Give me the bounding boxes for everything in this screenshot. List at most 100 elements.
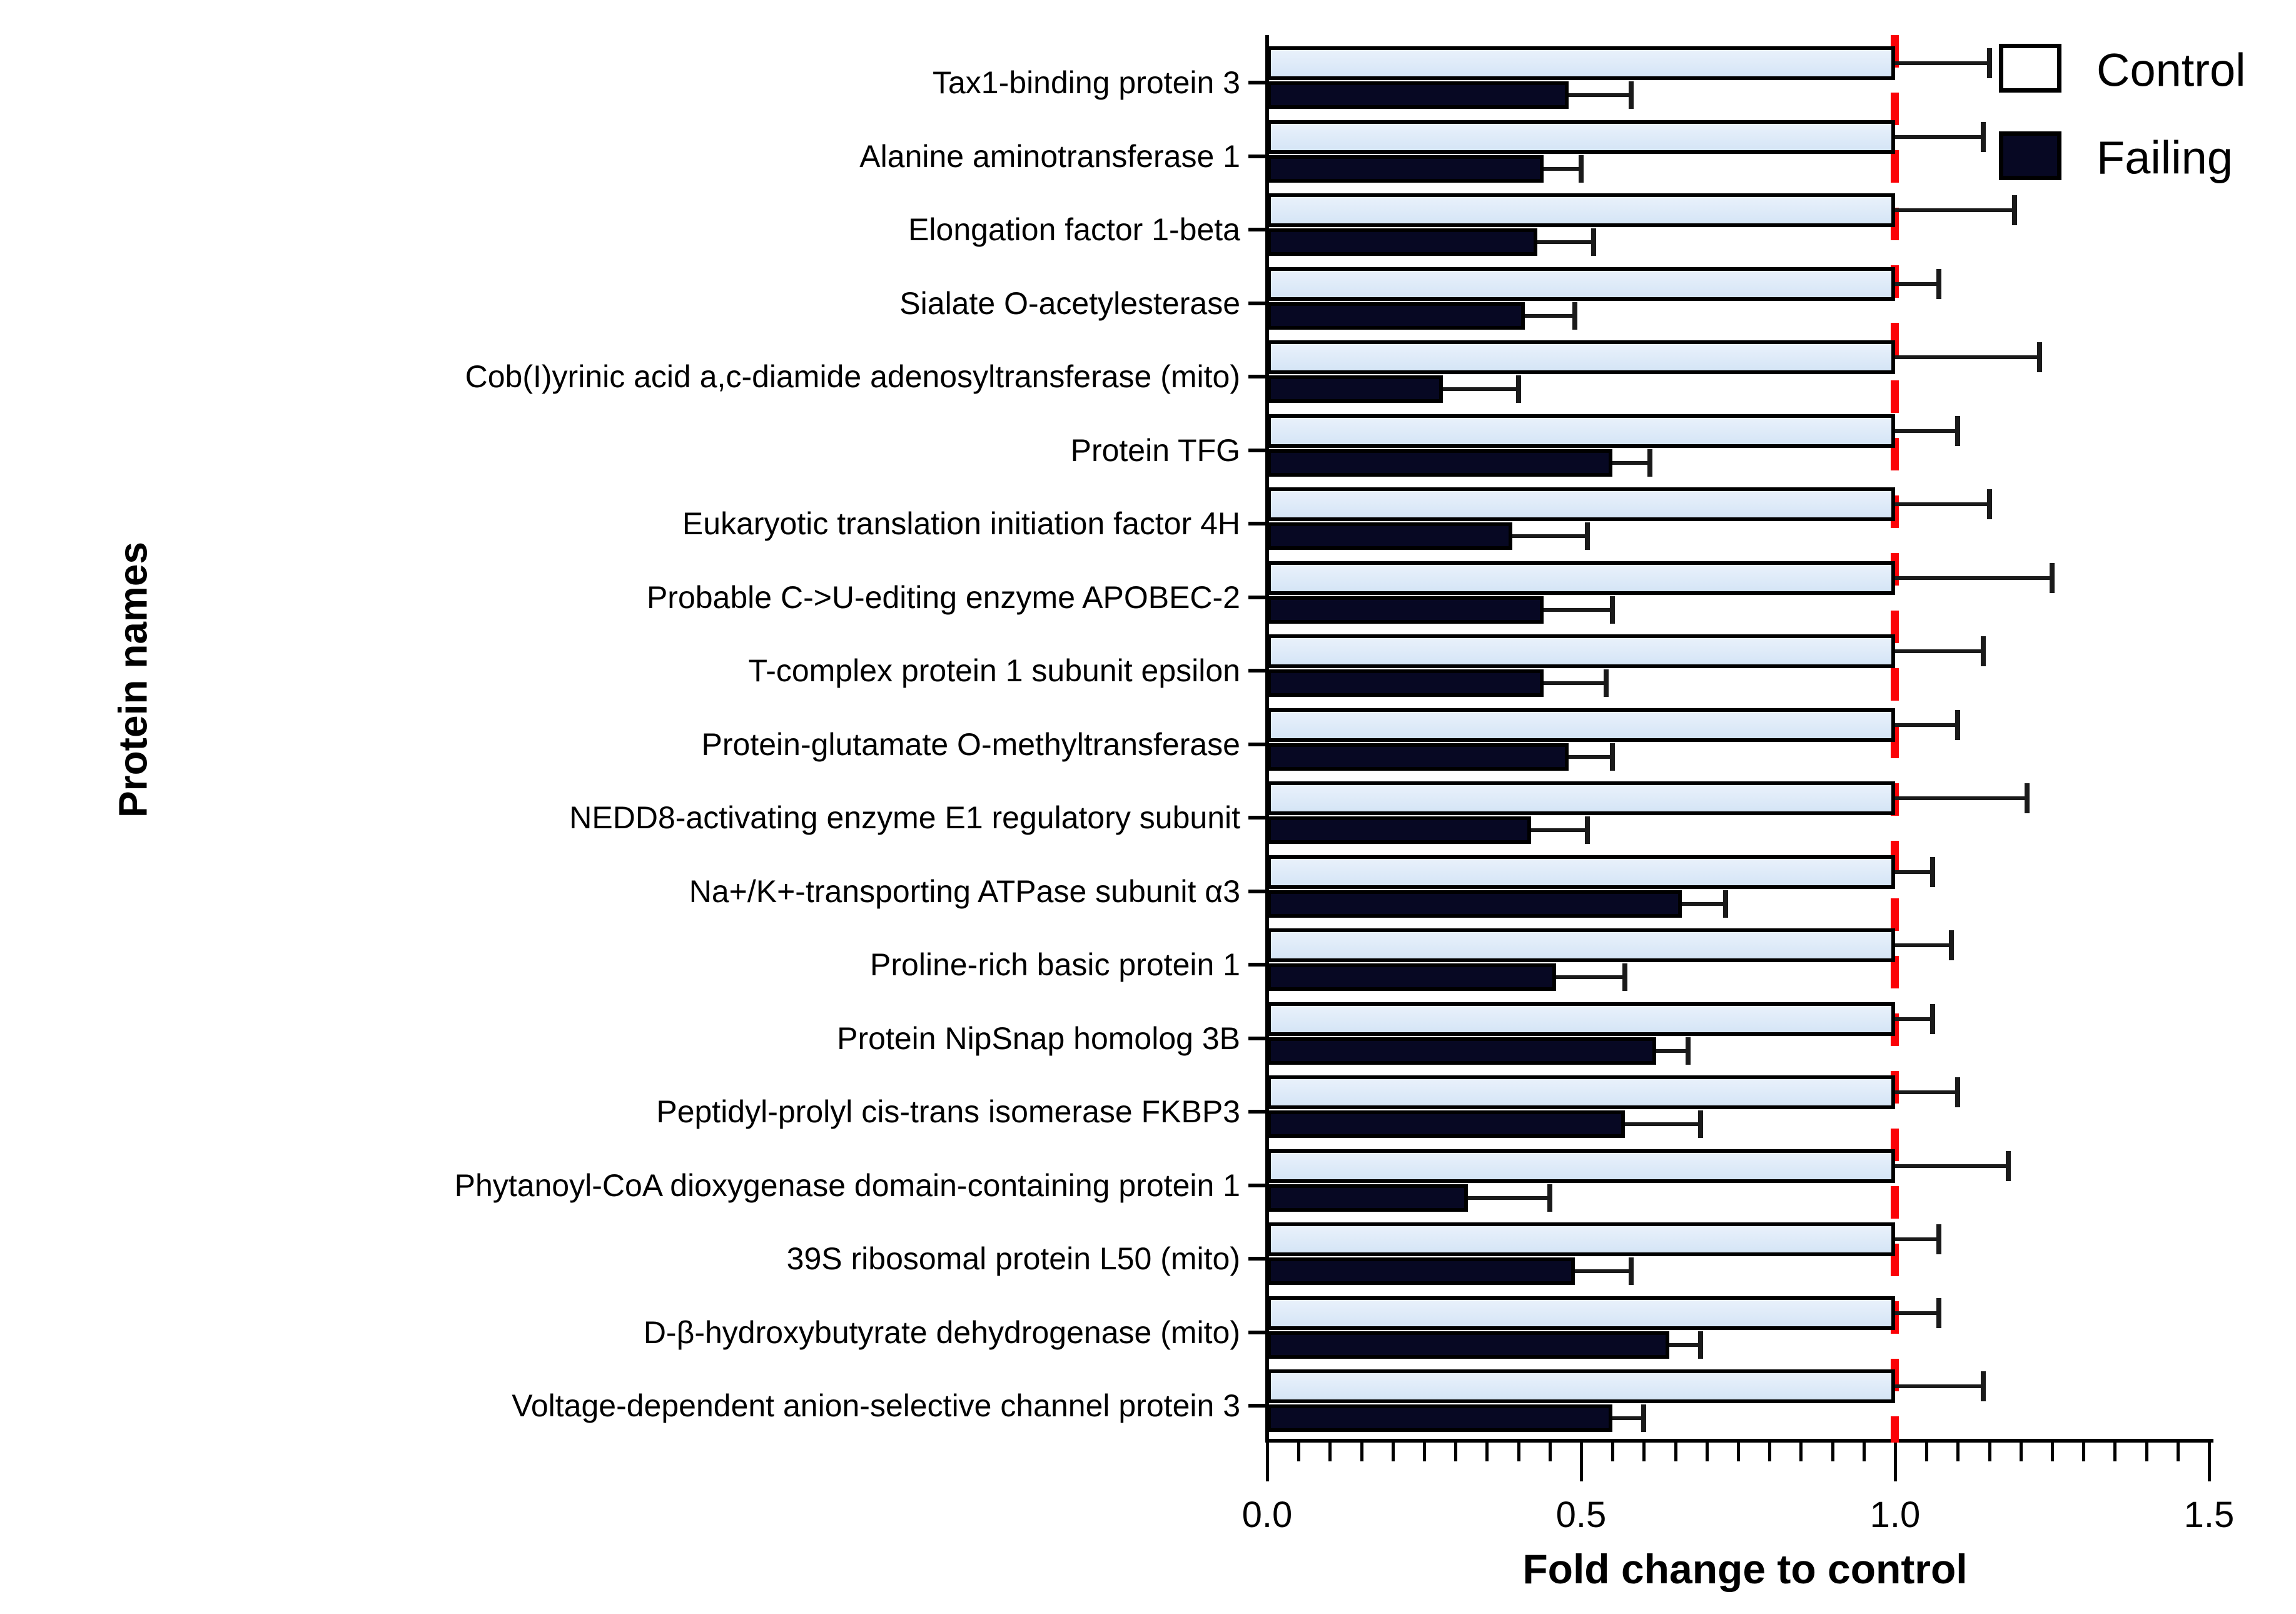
control-bar bbox=[1267, 193, 1895, 227]
category-tick bbox=[1248, 1330, 1267, 1334]
x-minor-tick bbox=[1485, 1443, 1489, 1461]
failing-error-cap bbox=[1610, 596, 1616, 624]
legend-swatch-failing bbox=[1999, 131, 2061, 180]
control-error-cap bbox=[1955, 415, 1961, 446]
control-error-cap bbox=[1955, 709, 1961, 740]
category-tick bbox=[1248, 963, 1267, 967]
category-label: Tax1-binding protein 3 bbox=[933, 65, 1240, 100]
category-tick bbox=[1248, 301, 1267, 305]
control-error-cap bbox=[1936, 1224, 1942, 1254]
category-label: Protein NipSnap homolog 3B bbox=[837, 1020, 1240, 1056]
control-error-bar bbox=[1895, 576, 2052, 580]
category-tick bbox=[1248, 816, 1267, 820]
failing-error-cap bbox=[1610, 743, 1616, 771]
failing-bar bbox=[1267, 669, 1544, 697]
category-label: NEDD8-activating enzyme E1 regulatory su… bbox=[569, 800, 1240, 835]
category-label: D-β-hydroxybutyrate dehydrogenase (mito) bbox=[643, 1314, 1240, 1350]
failing-bar bbox=[1267, 1037, 1657, 1065]
x-minor-tick bbox=[1674, 1443, 1677, 1461]
failing-bar bbox=[1267, 228, 1537, 256]
failing-error-cap bbox=[1697, 1110, 1703, 1138]
x-minor-tick bbox=[1391, 1443, 1395, 1461]
x-minor-tick bbox=[2176, 1443, 2180, 1461]
control-error-cap bbox=[1949, 930, 1955, 960]
control-bar bbox=[1267, 1075, 1895, 1109]
category-tick bbox=[1248, 522, 1267, 525]
failing-error-bar bbox=[1555, 975, 1626, 979]
failing-error-bar bbox=[1669, 1342, 1701, 1347]
control-bar bbox=[1267, 1369, 1895, 1403]
x-minor-tick bbox=[1737, 1443, 1740, 1461]
x-minor-tick bbox=[2082, 1443, 2086, 1461]
x-tick-label: 1.5 bbox=[2183, 1495, 2235, 1535]
x-tick-label: 1.0 bbox=[1869, 1495, 1921, 1535]
control-error-cap bbox=[2011, 195, 2017, 225]
failing-error-cap bbox=[1685, 1037, 1691, 1065]
category-label: Proline-rich basic protein 1 bbox=[870, 947, 1240, 982]
control-bar bbox=[1267, 487, 1895, 521]
legend-label-control: Control bbox=[2096, 44, 2246, 96]
legend-label-failing: Failing bbox=[2096, 131, 2233, 184]
control-error-cap bbox=[1936, 268, 1942, 299]
failing-error-cap bbox=[1572, 302, 1577, 330]
control-bar bbox=[1267, 1296, 1895, 1330]
control-error-bar bbox=[1895, 649, 1983, 653]
control-error-cap bbox=[2005, 1150, 2011, 1181]
failing-error-bar bbox=[1543, 166, 1581, 171]
control-bar bbox=[1267, 414, 1895, 448]
category-label: Na+/K+-transporting ATPase subunit α3 bbox=[689, 873, 1240, 909]
control-error-cap bbox=[1930, 856, 1936, 887]
category-tick bbox=[1248, 154, 1267, 158]
control-error-cap bbox=[2050, 562, 2055, 593]
control-error-cap bbox=[1980, 1371, 1986, 1401]
failing-error-bar bbox=[1625, 1122, 1701, 1126]
legend-swatch-control bbox=[1999, 44, 2061, 93]
category-label: Protein-glutamate O-methyltransferase bbox=[701, 726, 1240, 762]
failing-error-bar bbox=[1543, 607, 1613, 612]
control-error-bar bbox=[1895, 61, 1990, 65]
failing-error-cap bbox=[1629, 81, 1634, 109]
control-bar bbox=[1267, 708, 1895, 742]
control-bar bbox=[1267, 1222, 1895, 1256]
x-minor-tick bbox=[1831, 1443, 1834, 1461]
control-bar bbox=[1267, 928, 1895, 962]
control-bar bbox=[1267, 855, 1895, 889]
category-label: Probable C->U-editing enzyme APOBEC-2 bbox=[646, 579, 1240, 615]
x-minor-tick bbox=[1925, 1443, 1929, 1461]
failing-bar bbox=[1267, 375, 1444, 403]
failing-error-bar bbox=[1530, 828, 1588, 832]
failing-error-cap bbox=[1647, 449, 1653, 477]
control-error-cap bbox=[1955, 1077, 1961, 1107]
control-error-bar bbox=[1895, 282, 1939, 286]
control-bar bbox=[1267, 1149, 1895, 1183]
control-error-bar bbox=[1895, 208, 2015, 212]
x-major-tick bbox=[1894, 1443, 1897, 1481]
control-bar bbox=[1267, 781, 1895, 815]
x-major-tick bbox=[1580, 1443, 1583, 1481]
failing-error-bar bbox=[1543, 681, 1607, 685]
failing-bar bbox=[1267, 1184, 1469, 1212]
control-error-cap bbox=[1930, 1003, 1936, 1034]
control-bar bbox=[1267, 340, 1895, 374]
failing-error-bar bbox=[1568, 754, 1613, 759]
category-tick bbox=[1248, 1036, 1267, 1040]
failing-error-cap bbox=[1579, 155, 1584, 183]
control-error-bar bbox=[1895, 870, 1933, 874]
x-minor-tick bbox=[1297, 1443, 1301, 1461]
category-tick bbox=[1248, 1257, 1267, 1261]
control-error-bar bbox=[1895, 134, 1983, 139]
control-error-cap bbox=[2024, 783, 2030, 813]
failing-bar bbox=[1267, 1110, 1626, 1138]
category-label: Phytanoyl-CoA dioxygenase domain-contain… bbox=[454, 1167, 1240, 1203]
category-label: Elongation factor 1-beta bbox=[908, 212, 1240, 247]
x-axis-title: Fold change to control bbox=[1522, 1546, 1968, 1592]
x-minor-tick bbox=[1328, 1443, 1332, 1461]
failing-error-bar bbox=[1537, 240, 1594, 244]
category-label: Eukaryotic translation initiation factor… bbox=[682, 506, 1240, 541]
control-error-bar bbox=[1895, 502, 1990, 506]
x-minor-tick bbox=[2145, 1443, 2148, 1461]
failing-bar bbox=[1267, 522, 1512, 550]
failing-bar bbox=[1267, 596, 1544, 624]
failing-bar bbox=[1267, 1404, 1613, 1432]
